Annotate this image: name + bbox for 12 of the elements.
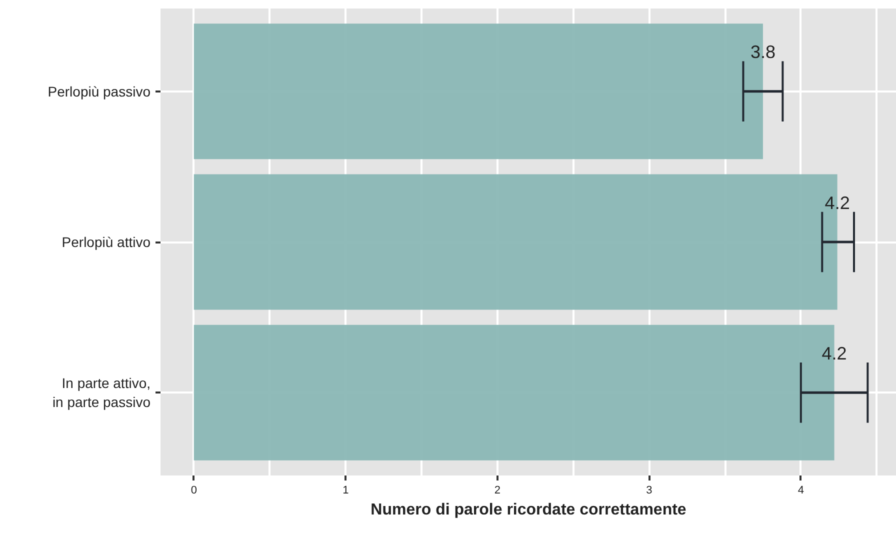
x-tick-label: 1 [342,484,349,496]
data-label: 3.8 [750,42,776,62]
data-label: 4.2 [822,344,847,364]
x-tick-label: 2 [494,484,500,496]
x-tick-label: 0 [190,484,197,496]
y-tick-label: Perlopiù passivo [48,83,151,100]
y-tick-label: In parte attivo, in parte passivo [52,375,151,410]
y-tick-label: Perlopiù attivo [62,234,151,250]
x-tick-label: 4 [798,484,804,496]
x-tick-label: 3 [646,484,652,496]
data-label: 4.2 [824,192,850,213]
x-axis-title: Numero di parole ricordate correttamente [370,502,686,518]
